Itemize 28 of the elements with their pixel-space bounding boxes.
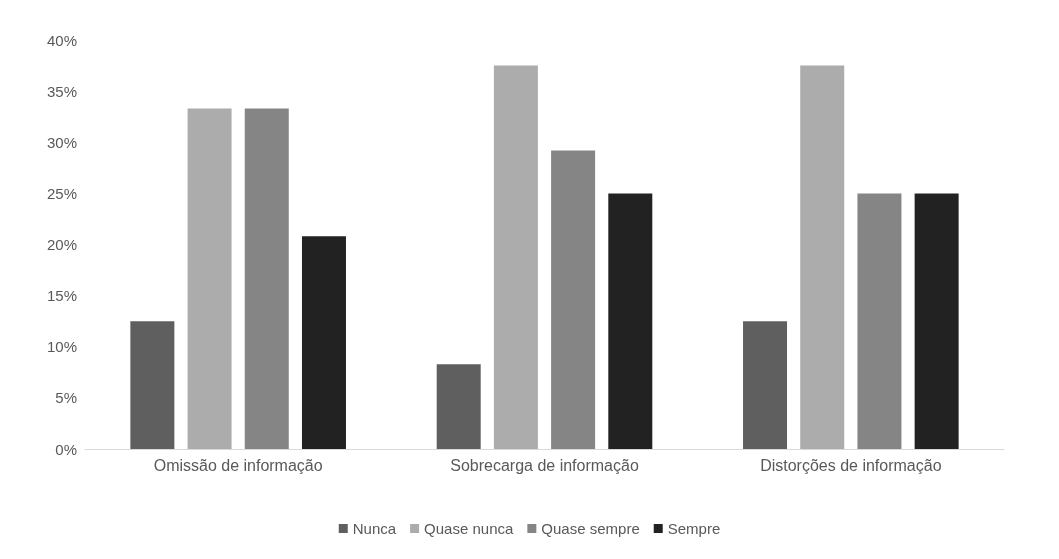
legend-label: Quase sempre bbox=[541, 520, 640, 537]
y-tick-label: 20% bbox=[46, 236, 77, 253]
y-tick-label: 30% bbox=[46, 133, 77, 151]
x-tick-label: Sobrecarga de informação bbox=[450, 456, 639, 474]
y-tick-label: 10% bbox=[46, 338, 77, 356]
bar bbox=[244, 108, 289, 449]
bar bbox=[493, 65, 538, 449]
x-tick-label: Distorções de informação bbox=[760, 456, 942, 474]
y-tick-label: 35% bbox=[46, 82, 77, 100]
bar bbox=[130, 321, 175, 449]
y-tick-label: 40% bbox=[46, 31, 77, 49]
bar bbox=[187, 108, 232, 449]
bar bbox=[743, 321, 788, 449]
legend-label: Sempre bbox=[667, 520, 721, 537]
y-tick-label: 5% bbox=[55, 389, 77, 407]
y-tick-label: 15% bbox=[46, 287, 77, 305]
y-tick-label: 0% bbox=[55, 440, 77, 458]
bar bbox=[857, 193, 902, 449]
bar bbox=[608, 193, 653, 449]
bar bbox=[914, 193, 959, 449]
bar bbox=[800, 65, 845, 449]
bar bbox=[551, 150, 596, 449]
bar bbox=[301, 236, 346, 449]
x-tick-label: Omissão de informação bbox=[153, 456, 323, 474]
legend-label: Quase nunca bbox=[424, 520, 514, 537]
bar bbox=[436, 364, 481, 449]
legend-label: Nunca bbox=[352, 520, 397, 537]
y-tick-label: 25% bbox=[46, 184, 77, 202]
